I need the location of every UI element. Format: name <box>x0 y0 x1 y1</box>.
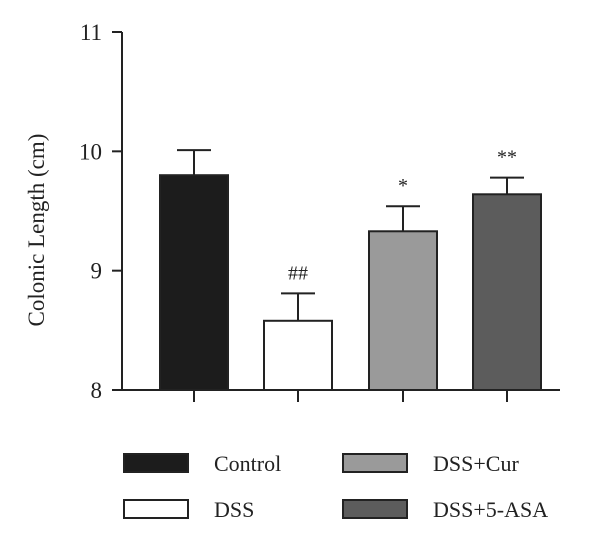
significance-label: * <box>398 175 408 197</box>
legend-swatch <box>342 453 408 473</box>
y-tick-label: 9 <box>91 259 103 284</box>
legend-label: DSS+5-ASA <box>433 497 548 522</box>
legend: Control DSS DSS+Cur DSS+5-ASA <box>123 451 548 522</box>
legend-label: Control <box>214 451 281 476</box>
significance-label: ** <box>497 147 517 169</box>
significance-label: ## <box>288 262 308 284</box>
bar-dss-5-asa <box>472 193 542 391</box>
legend-swatch <box>123 453 189 473</box>
bar-control <box>159 174 229 391</box>
bar-dss-cur <box>368 230 438 391</box>
y-tick-label: 11 <box>80 20 102 45</box>
legend-label: DSS+Cur <box>433 451 519 476</box>
y-axis-label: Colonic Length (cm) <box>24 134 49 327</box>
legend-label: DSS <box>214 497 254 522</box>
bars: ##*** <box>159 147 542 391</box>
y-tick-label: 8 <box>91 378 103 403</box>
legend-swatch <box>342 499 408 519</box>
y-tick-label: 10 <box>79 139 102 164</box>
legend-swatch <box>123 499 189 519</box>
bar-dss <box>263 319 333 391</box>
